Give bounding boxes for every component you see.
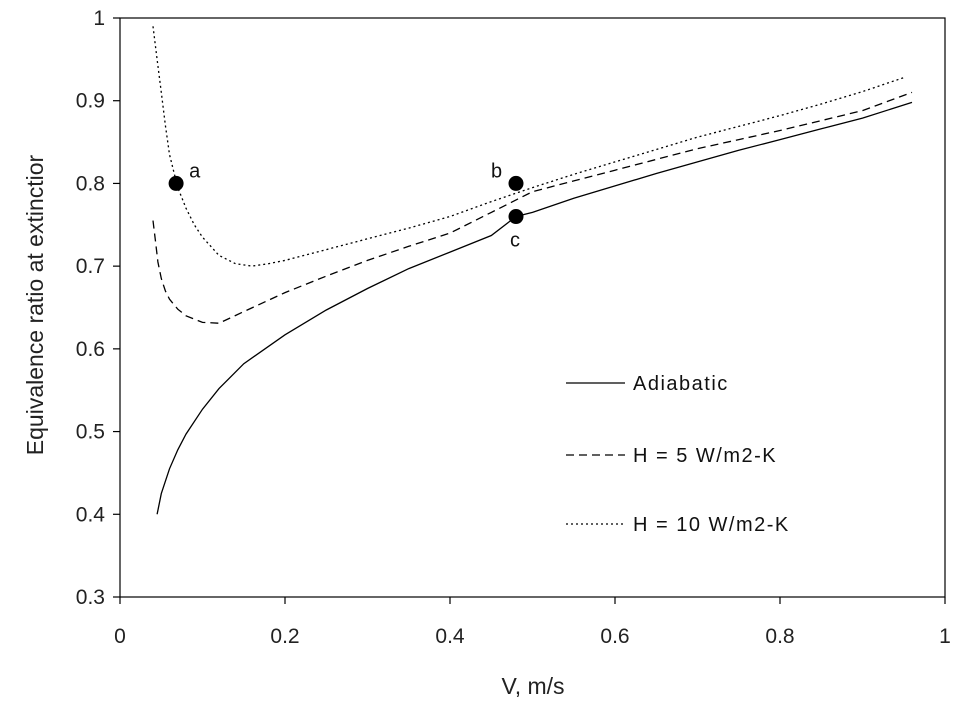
point-marker-b [508, 175, 524, 191]
legend-label-2: H = 10 W/m2-K [633, 514, 790, 536]
legend: Adiabatic H = 5 W/m2-K H = 10 W/m2-K [566, 373, 790, 536]
y-tick-label: 0.5 [76, 421, 105, 444]
point-label-c: c [510, 230, 520, 252]
point-label-b: b [491, 160, 502, 182]
series-line-1 [152, 91, 913, 324]
plot-area-frame [119, 17, 946, 598]
series-line-0 [156, 101, 913, 515]
y-tick-label: 0.6 [76, 338, 105, 361]
y-axis-title: Equivalence ratio at extinctior [22, 154, 48, 455]
point-label-a: a [189, 160, 201, 182]
x-tick-label: 0.4 [435, 625, 465, 648]
x-tick-label: 0.8 [765, 625, 794, 648]
x-tick-label: 1 [939, 625, 951, 648]
axes: 0 0.2 0.4 0.6 0.8 1 0.3 0.4 0.5 0.6 0.7 0.8 0.9 1 [76, 7, 951, 648]
series-lines [152, 26, 913, 515]
y-tick-label: 0.8 [76, 172, 105, 195]
series-line-2 [152, 26, 905, 267]
y-tick-label: 1 [93, 7, 105, 30]
y-tick-label: 0.7 [76, 255, 105, 278]
legend-label-1: H = 5 W/m2-K [633, 445, 777, 467]
point-marker-c [508, 209, 524, 225]
point-marker-a [168, 175, 184, 191]
x-tick-label: 0 [114, 625, 126, 648]
marked-points: a b c [168, 160, 524, 252]
y-tick-label: 0.9 [76, 90, 105, 113]
y-tick-label: 0.3 [76, 586, 105, 609]
y-tick-label: 0.4 [76, 503, 106, 526]
x-tick-label: 0.6 [600, 625, 629, 648]
x-tick-label: 0.2 [270, 625, 299, 648]
legend-label-0: Adiabatic [633, 373, 729, 395]
x-axis-title: V, m/s [501, 673, 564, 699]
